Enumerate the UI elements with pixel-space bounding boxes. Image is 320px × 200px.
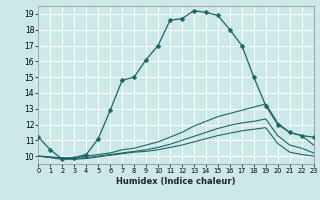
X-axis label: Humidex (Indice chaleur): Humidex (Indice chaleur): [116, 177, 236, 186]
